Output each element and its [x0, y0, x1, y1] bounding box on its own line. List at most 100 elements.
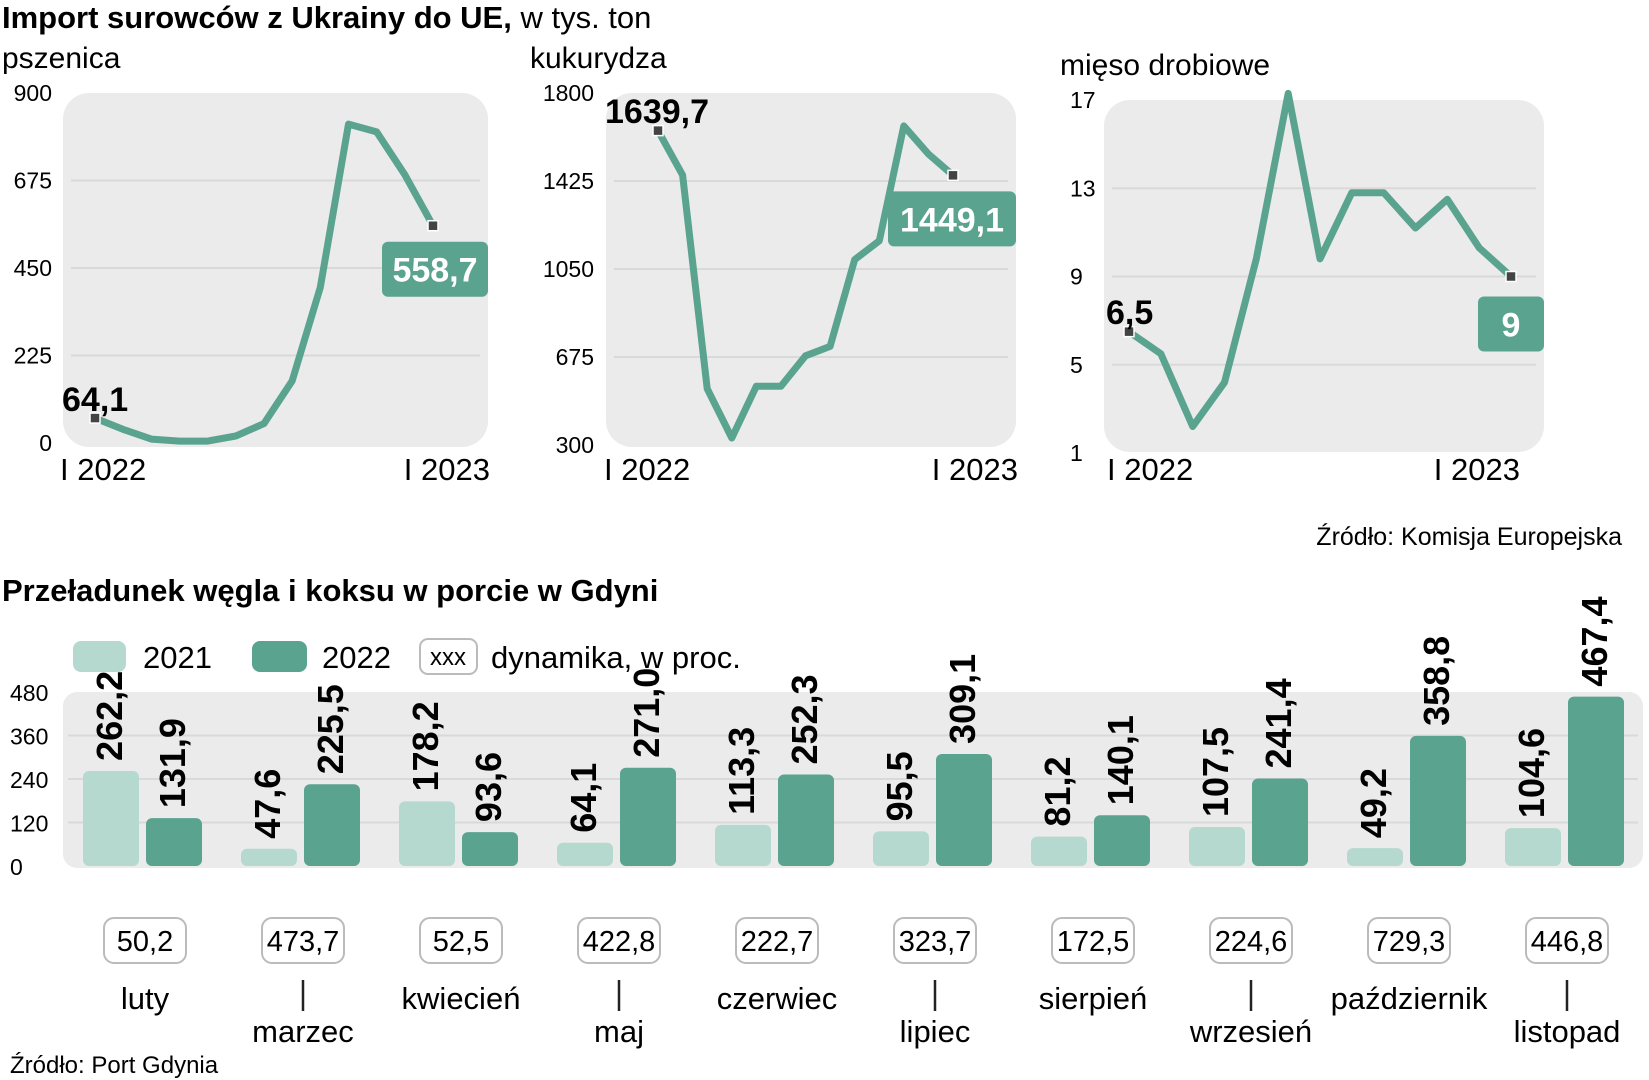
dynamics-box [1051, 917, 1135, 964]
start-value-label: 1639,7 [605, 93, 709, 131]
category-label: listopad [1514, 1014, 1621, 1049]
bar-value-label-2022: 271,0 [626, 668, 667, 758]
bar-value-label-2022: 140,1 [1100, 715, 1141, 805]
end-value-box [888, 191, 1016, 247]
dynamics-value: 52,5 [433, 926, 489, 958]
legend-label-2022: 2022 [322, 640, 391, 675]
bar-value-label-2022: 241,4 [1258, 678, 1299, 768]
bar-value-label-2021: 81,2 [1037, 756, 1078, 826]
dynamics-box [893, 917, 977, 964]
legend-dynamics-box-text: xxx [430, 644, 466, 671]
category-label: marzec [252, 1014, 354, 1049]
bar-2021 [715, 824, 771, 866]
bar-value-label-2021: 113,3 [721, 727, 762, 815]
x-tick-label: I 2022 [1107, 452, 1193, 487]
dynamics-value: 422,8 [583, 926, 656, 958]
line-chart-mieso-drobiowe: mięso drobiowe 1 5 9 13 17 I 2022 I 2023 6,5 9 [1060, 49, 1544, 487]
bar-2021 [83, 770, 139, 866]
x-tick-label: I 2022 [60, 452, 146, 487]
bar-2021 [1347, 848, 1403, 866]
bar-2021 [1505, 828, 1561, 866]
category-label: kwiecień [402, 981, 521, 1016]
y-tick-label: 300 [556, 432, 594, 458]
dynamics-value: 323,7 [899, 926, 972, 958]
bar-2021 [873, 831, 929, 866]
end-value-label: 558,7 [392, 252, 477, 290]
y-tick-label: 675 [14, 168, 52, 194]
legend-dynamics-box [419, 638, 478, 675]
category-label: luty [121, 981, 170, 1016]
end-value-label: 1449,1 [900, 201, 1004, 239]
bar-2022 [1568, 696, 1624, 866]
dynamics-box [1209, 917, 1293, 964]
series-line [1125, 89, 1515, 430]
dynamics-box [735, 917, 819, 964]
y-tick-label: 1425 [543, 168, 594, 194]
start-value-label: 6,5 [1106, 294, 1153, 332]
x-tick-label: I 2023 [404, 452, 490, 487]
start-point-marker [89, 412, 101, 424]
bottom-source: Źródło: Port Gdynia [10, 1052, 219, 1079]
bar-2021 [399, 801, 455, 866]
x-tick-label: I 2023 [932, 452, 1018, 487]
y-tick-label: 0 [10, 854, 23, 880]
end-point-marker [947, 169, 959, 182]
category-label: sierpień [1039, 981, 1148, 1016]
y-tick-label: 1800 [543, 80, 594, 106]
y-tick-label: 480 [10, 680, 48, 706]
end-value-box [382, 241, 488, 297]
bar-value-label-2022: 131,9 [152, 718, 193, 808]
bottom-title: Przeładunek węgla i koksu w porcie w Gdy… [2, 573, 658, 608]
bar-value-label-2022: 309,1 [942, 654, 983, 744]
top-title: Import surowców z Ukrainy do UE, w tys. … [2, 0, 651, 35]
y-tick-label: 0 [39, 430, 52, 456]
chart-title: mięso drobiowe [1060, 49, 1270, 82]
bar-value-label-2021: 262,2 [89, 671, 130, 761]
category-label: październik [1331, 981, 1488, 1016]
bar-value-label-2021: 95,5 [879, 751, 920, 821]
category-label: lipiec [900, 1014, 971, 1049]
bar-value-label-2021: 49,2 [1353, 768, 1394, 838]
x-tick-label: I 2022 [604, 452, 690, 487]
category-label: maj [594, 1014, 644, 1049]
dynamics-box [419, 917, 503, 964]
bar-value-label-2022: 467,4 [1574, 596, 1615, 686]
bar-value-label-2022: 225,5 [310, 684, 351, 774]
start-point-marker [1123, 325, 1135, 338]
dynamics-value: 222,7 [741, 926, 814, 958]
dynamics-value: 50,2 [117, 926, 173, 958]
y-tick-label: 5 [1070, 352, 1083, 378]
dynamics-value: 224,6 [1215, 926, 1288, 958]
top-title-unit: w tys. ton [512, 0, 652, 35]
y-tick-label: 1050 [543, 256, 594, 282]
chart-title: kukurydza [530, 42, 667, 75]
legend-label-2021: 2021 [143, 640, 212, 675]
dynamics-value: 172,5 [1057, 926, 1130, 958]
dynamics-box [1525, 917, 1609, 964]
dynamics-box [577, 917, 661, 964]
series-line [654, 122, 957, 442]
bar-2022 [1094, 815, 1150, 866]
y-tick-label: 225 [14, 343, 52, 369]
legend-swatch-2021 [73, 641, 126, 672]
y-tick-label: 450 [14, 255, 52, 281]
y-tick-label: 17 [1070, 87, 1096, 113]
start-point-marker [652, 124, 664, 137]
bar-value-label-2022: 252,3 [784, 674, 825, 764]
bar-2022 [304, 784, 360, 866]
bar-2022 [146, 818, 202, 866]
x-tick-label: I 2023 [1434, 452, 1520, 487]
top-title-bold: Import surowców z Ukrainy do UE, [2, 0, 512, 35]
y-tick-label: 13 [1070, 175, 1096, 201]
bar-2021 [1031, 836, 1087, 866]
legend-swatch-2022 [252, 641, 307, 672]
bar-chart: 0 120 240 360 480 262,2 131,9 50,2 luty 47,6 225,5… [10, 596, 1643, 1049]
bar-2022 [936, 753, 992, 866]
dynamics-box [1367, 917, 1451, 964]
bar-2021 [241, 848, 297, 866]
dynamics-box [103, 917, 187, 964]
bar-value-label-2022: 358,8 [1416, 636, 1457, 726]
bar-2021 [1189, 827, 1245, 866]
y-tick-label: 9 [1070, 264, 1083, 290]
